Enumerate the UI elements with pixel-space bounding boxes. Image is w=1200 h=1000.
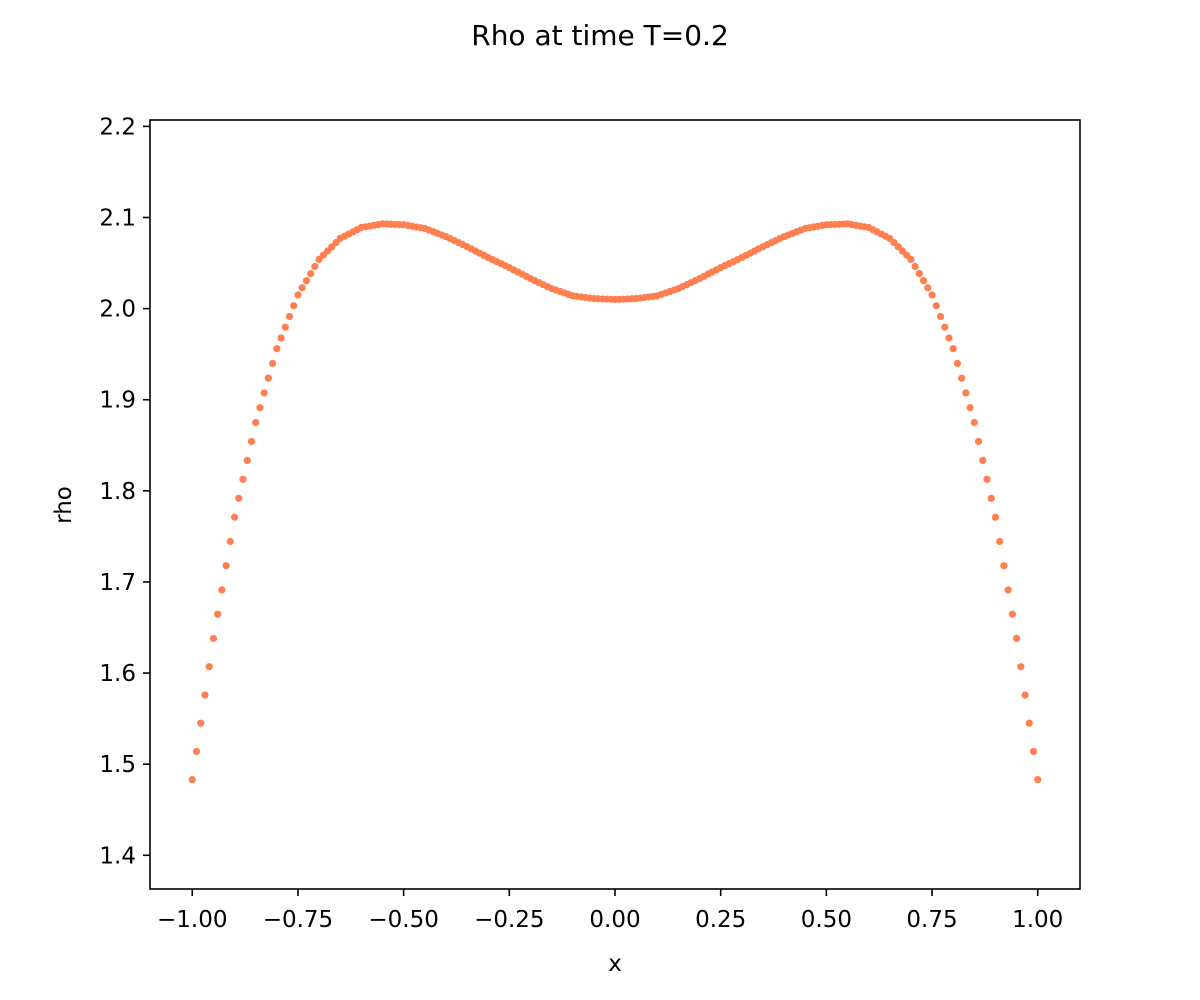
data-point	[243, 456, 251, 464]
y-axis-label: rho	[51, 486, 77, 524]
data-point	[932, 302, 940, 310]
data-point	[281, 323, 289, 331]
y-tick-label: 1.8	[99, 479, 136, 505]
data-point	[307, 270, 315, 278]
data-point	[298, 284, 306, 292]
data-point	[273, 345, 281, 353]
data-point	[1025, 719, 1033, 727]
data-point	[1004, 586, 1012, 594]
data-point	[911, 262, 919, 271]
data-point	[188, 776, 196, 784]
data-point	[230, 513, 239, 521]
data-point	[919, 277, 928, 285]
data-point	[987, 494, 995, 502]
data-point	[915, 270, 923, 278]
data-point	[256, 404, 264, 412]
data-point	[979, 456, 987, 464]
data-point	[974, 437, 983, 446]
data-point	[962, 389, 970, 397]
data-point	[222, 562, 230, 570]
data-point	[945, 334, 953, 342]
y-tick-label: 1.4	[99, 843, 136, 869]
data-point	[949, 345, 957, 353]
data-point	[302, 277, 311, 285]
data-point	[953, 359, 962, 368]
data-point	[1017, 663, 1025, 671]
x-tick-label: 0.25	[695, 907, 746, 933]
data-point	[1021, 691, 1029, 699]
y-tick-label: 1.7	[99, 570, 136, 596]
data-point	[1012, 634, 1021, 643]
x-tick-label: −0.75	[263, 907, 333, 933]
x-axis-label: x	[608, 951, 622, 977]
data-point	[294, 291, 302, 299]
plot-area-frame	[149, 119, 1081, 890]
data-point	[226, 537, 234, 546]
data-point	[285, 312, 294, 321]
x-tick-label: −0.25	[474, 907, 544, 933]
data-point	[277, 334, 285, 342]
data-point	[252, 418, 260, 427]
y-tick-label: 1.9	[99, 388, 136, 414]
data-point	[201, 691, 209, 699]
data-point	[209, 634, 218, 643]
data-point	[970, 418, 978, 427]
data-point	[928, 291, 936, 299]
data-point	[936, 312, 945, 321]
data-point	[235, 494, 243, 502]
data-point	[214, 610, 222, 618]
data-point	[907, 255, 915, 263]
data-point	[218, 586, 226, 594]
data-point	[239, 475, 247, 483]
y-tick-label: 1.5	[99, 752, 136, 778]
x-tick-label: −0.50	[368, 907, 438, 933]
y-tick-label: 1.6	[99, 661, 136, 687]
data-point	[260, 389, 268, 397]
data-point	[941, 323, 949, 331]
data-point	[991, 513, 1000, 521]
data-points	[188, 220, 1042, 784]
data-point	[1000, 562, 1008, 570]
x-tick-label: 1.00	[1012, 907, 1063, 933]
x-tick-label: −1.00	[157, 907, 227, 933]
x-tick-label: 0.50	[801, 907, 852, 933]
y-tick-label: 2.0	[99, 297, 136, 323]
data-point	[311, 262, 319, 271]
chart-title: Rho at time T=0.2	[471, 19, 729, 52]
data-point	[1008, 610, 1016, 618]
data-point	[983, 475, 991, 483]
data-point	[197, 719, 205, 727]
data-point	[958, 374, 966, 382]
data-point	[247, 437, 256, 446]
x-axis-ticks: −1.00 −0.75 −0.50 −0.25 0.00 0.25 0.50 0.75 1.00	[157, 889, 1063, 933]
data-point	[1034, 776, 1042, 784]
data-point	[966, 404, 974, 412]
data-point	[924, 284, 932, 292]
data-point	[290, 302, 298, 310]
x-tick-label: 0.00	[589, 907, 640, 933]
data-point	[264, 374, 272, 382]
data-point	[268, 359, 277, 368]
y-axis-ticks: 1.4 1.5 1.6 1.7 1.8 1.9 2.0 2.1 2.2	[99, 114, 150, 869]
data-point	[205, 663, 213, 671]
data-point	[996, 537, 1004, 546]
y-tick-label: 2.2	[99, 114, 136, 140]
data-point	[1029, 747, 1038, 756]
x-tick-label: 0.75	[906, 907, 957, 933]
data-point	[192, 747, 201, 756]
y-tick-label: 2.1	[99, 205, 136, 231]
